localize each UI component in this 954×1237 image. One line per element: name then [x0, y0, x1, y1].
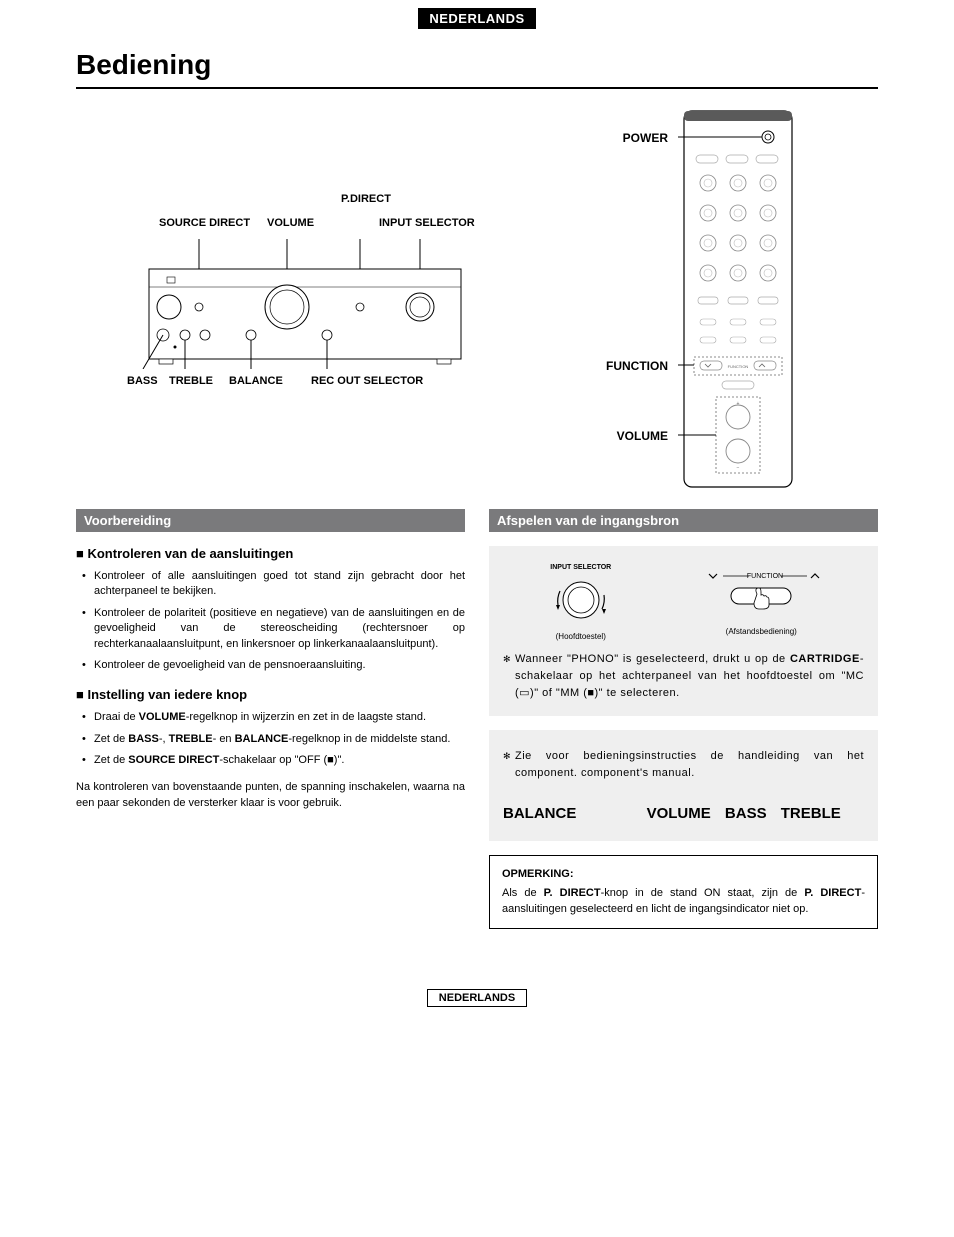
page-title: Bediening: [76, 49, 878, 81]
svg-text:FUNCTION: FUNCTION: [747, 573, 783, 580]
big-control-labels: BALANCE VOLUME BASS TREBLE: [503, 800, 864, 827]
section-afspelen: Afspelen van de ingangsbron: [489, 509, 878, 532]
language-tag-bottom: NEDERLANDS: [427, 989, 527, 1007]
subhead-instelling: Instelling van iedere knop: [76, 687, 465, 702]
right-column: Afspelen van de ingangsbron INPUT SELECT…: [489, 509, 878, 929]
amp-label-bass: BASS: [127, 375, 158, 387]
two-column-layout: Voorbereiding Kontroleren van de aanslui…: [76, 509, 878, 929]
note-body: Als de P. DIRECT-knop in de stand ON sta…: [502, 885, 865, 918]
amp-label-treble: TREBLE: [169, 375, 213, 387]
opmerking-box: OPMERKING: Als de P. DIRECT-knop in de s…: [489, 855, 878, 929]
amplifier-diagram-area: SOURCE DIRECT VOLUME P.DIRECT INPUT SELE…: [76, 109, 528, 489]
bullet-item: Kontroleer de polariteit (positieve en n…: [94, 606, 465, 652]
input-selector-mini: INPUT SELECTOR (Hoofdtoestel): [546, 564, 616, 641]
star-note-2: Zie voor bedieningsinstructies de handle…: [503, 748, 864, 782]
amplifier-svg: [127, 239, 477, 369]
svg-text:−: −: [737, 465, 740, 471]
note-heading: OPMERKING:: [502, 866, 865, 883]
title-rule: [76, 87, 878, 89]
star-note-1: Wanneer "PHONO" is geselecteerd, drukt u…: [503, 651, 864, 702]
amp-label-input-sel: INPUT SELECTOR: [379, 217, 475, 229]
subhead-kontroleren: Kontroleren van de aansluitingen: [76, 546, 465, 561]
amp-label-pdirect: P.DIRECT: [341, 193, 391, 205]
paragraph: Na kontroleren van bovenstaande punten, …: [76, 779, 465, 812]
remote-diagram-area: POWER FUNCTION VOLUME: [558, 109, 878, 489]
selector-diagram-box: INPUT SELECTOR (Hoofdtoestel): [489, 546, 878, 716]
bullet-item: Draai de VOLUME-regelknop in wijzerzin e…: [94, 710, 465, 725]
left-column: Voorbereiding Kontroleren van de aanslui…: [76, 509, 465, 929]
function-remote-mini: FUNCTION (Afstandsbediening): [701, 564, 821, 636]
remote-label-function: FUNCTION: [588, 359, 668, 373]
upper-diagrams: SOURCE DIRECT VOLUME P.DIRECT INPUT SELE…: [76, 109, 878, 489]
remote-svg: FUNCTION + −: [678, 109, 798, 489]
bullet-item: Kontroleer de gevoeligheid van de pensno…: [94, 658, 465, 673]
amp-label-volume: VOLUME: [267, 217, 314, 229]
amp-label-source-direct: SOURCE DIRECT: [159, 217, 250, 229]
instructions-box-2: Zie voor bedieningsinstructies de handle…: [489, 730, 878, 841]
svg-text:FUNCTION: FUNCTION: [728, 364, 749, 369]
amp-label-balance: BALANCE: [229, 375, 283, 387]
svg-text:+: +: [737, 401, 740, 407]
bullet-item: Zet de BASS-, TREBLE- en BALANCE-regelkn…: [94, 732, 465, 747]
section-voorbereiding: Voorbereiding: [76, 509, 465, 532]
language-tag-top: NEDERLANDS: [418, 8, 536, 29]
remote-label-volume: VOLUME: [588, 429, 668, 443]
bullet-item: Kontroleer of alle aansluitingen goed to…: [94, 569, 465, 600]
bullet-item: Zet de SOURCE DIRECT-schakelaar op "OFF …: [94, 753, 465, 768]
remote-label-power: POWER: [588, 131, 668, 145]
amp-label-recout: REC OUT SELECTOR: [311, 375, 423, 387]
